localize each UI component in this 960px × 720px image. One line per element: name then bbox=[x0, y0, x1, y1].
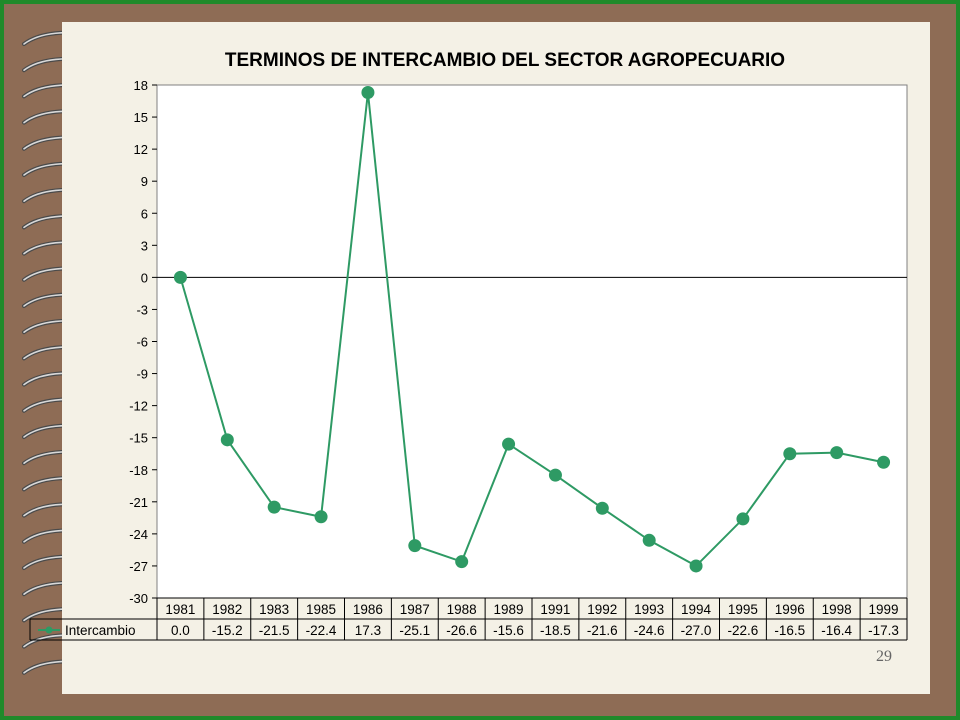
x-category-label: 1998 bbox=[822, 602, 852, 617]
data-value-label: -22.4 bbox=[306, 623, 337, 638]
page-number: 29 bbox=[876, 648, 892, 665]
x-category-label: 1989 bbox=[494, 602, 524, 617]
data-point bbox=[502, 437, 516, 451]
data-point bbox=[736, 512, 750, 526]
y-tick-label: -6 bbox=[136, 335, 148, 350]
y-tick-label: -12 bbox=[129, 399, 148, 414]
y-tick-label: 6 bbox=[141, 206, 148, 221]
data-point bbox=[689, 559, 703, 573]
y-tick-label: 18 bbox=[134, 78, 148, 93]
legend-key-marker bbox=[45, 626, 53, 634]
data-value-label: -22.6 bbox=[728, 623, 759, 638]
data-point bbox=[548, 468, 562, 482]
data-point bbox=[361, 85, 375, 99]
data-value-label: -27.0 bbox=[681, 623, 712, 638]
data-point bbox=[455, 555, 469, 569]
data-point bbox=[830, 446, 844, 460]
data-value-label: -21.5 bbox=[259, 623, 290, 638]
series-line bbox=[179, 92, 884, 568]
x-category-label: 1996 bbox=[775, 602, 805, 617]
y-tick-label: 12 bbox=[134, 142, 148, 157]
data-value-label: -24.6 bbox=[634, 623, 665, 638]
data-value-label: -15.6 bbox=[493, 623, 524, 638]
data-point bbox=[220, 433, 234, 447]
data-value-label: -25.1 bbox=[399, 623, 430, 638]
y-tick-label: -3 bbox=[136, 302, 148, 317]
data-value-label: 0.0 bbox=[171, 623, 190, 638]
y-tick-label: -18 bbox=[129, 463, 148, 478]
data-point bbox=[314, 510, 328, 524]
data-point bbox=[595, 501, 609, 515]
data-point bbox=[408, 539, 422, 553]
data-value-label: 17.3 bbox=[355, 623, 381, 638]
x-category-label: 1985 bbox=[306, 602, 336, 617]
y-tick-label: 3 bbox=[141, 238, 148, 253]
data-value-label: -15.2 bbox=[212, 623, 243, 638]
data-value-label: -18.5 bbox=[540, 623, 571, 638]
x-category-label: 1983 bbox=[259, 602, 289, 617]
x-category-label: 1993 bbox=[634, 602, 664, 617]
data-value-label: -16.4 bbox=[821, 623, 852, 638]
data-point bbox=[267, 500, 281, 514]
y-tick-label: -15 bbox=[129, 431, 148, 446]
x-category-label: 1981 bbox=[165, 602, 195, 617]
x-category-label: 1986 bbox=[353, 602, 383, 617]
data-value-label: -17.3 bbox=[868, 623, 899, 638]
x-category-label: 1999 bbox=[869, 602, 899, 617]
x-category-label: 1982 bbox=[212, 602, 242, 617]
plot-area bbox=[156, 84, 908, 599]
x-category-label: 1995 bbox=[728, 602, 758, 617]
data-value-label: -16.5 bbox=[774, 623, 805, 638]
x-category-label: 1988 bbox=[447, 602, 477, 617]
y-tick-label: 9 bbox=[141, 174, 148, 189]
x-category-label: 1992 bbox=[587, 602, 617, 617]
x-category-label: 1991 bbox=[540, 602, 570, 617]
y-tick-label: -24 bbox=[129, 527, 148, 542]
y-tick-label: 0 bbox=[141, 270, 148, 285]
y-tick-label: -27 bbox=[129, 559, 148, 574]
y-tick-label: -21 bbox=[129, 495, 148, 510]
x-category-label: 1987 bbox=[400, 602, 430, 617]
data-point bbox=[877, 455, 891, 469]
data-value-label: -26.6 bbox=[446, 623, 477, 638]
y-tick-label: -30 bbox=[129, 591, 148, 606]
y-tick-label: 15 bbox=[134, 110, 148, 125]
data-value-label: -21.6 bbox=[587, 623, 618, 638]
data-point bbox=[173, 270, 187, 284]
data-point bbox=[642, 533, 656, 547]
chart-title: TERMINOS DE INTERCAMBIO DEL SECTOR AGROP… bbox=[225, 50, 785, 71]
y-tick-label: -9 bbox=[136, 367, 148, 382]
data-point bbox=[783, 447, 797, 461]
x-category-label: 1994 bbox=[681, 602, 712, 617]
legend-series-name: Intercambio bbox=[65, 623, 136, 638]
